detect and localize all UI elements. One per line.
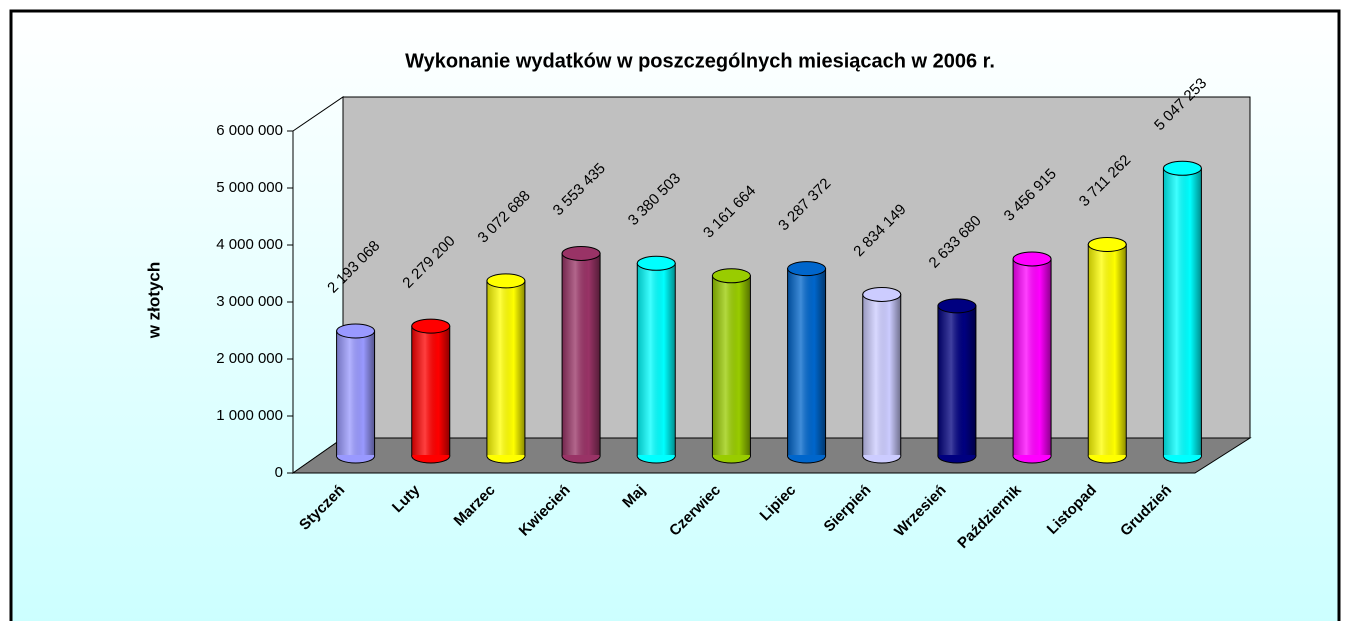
bar-top bbox=[787, 261, 827, 277]
bar-shade bbox=[411, 326, 450, 456]
bar-top bbox=[1012, 251, 1052, 267]
bar-shade bbox=[562, 253, 601, 456]
bar-cover bbox=[712, 455, 750, 457]
bar-top bbox=[711, 268, 751, 284]
bar-cover bbox=[788, 455, 826, 457]
y-tick-label: 6 000 000 bbox=[216, 122, 283, 139]
y-tick-label: 3 000 000 bbox=[216, 293, 283, 310]
bar-cover bbox=[1013, 455, 1051, 457]
bar-shade bbox=[787, 268, 826, 456]
bar-cover bbox=[412, 455, 450, 457]
bar-cover bbox=[1088, 455, 1126, 457]
bar-top bbox=[561, 245, 601, 261]
bar-cover bbox=[1163, 455, 1201, 457]
chart-title: Wykonanie wydatków w poszczególnych mies… bbox=[405, 50, 995, 72]
bar-top bbox=[486, 273, 526, 289]
y-tick-label: 5 000 000 bbox=[216, 179, 283, 196]
y-axis-label: w złotych bbox=[144, 262, 163, 340]
bar-cover bbox=[337, 455, 375, 457]
bar-top bbox=[862, 286, 902, 302]
y-tick-label: 1 000 000 bbox=[216, 407, 283, 424]
bar-cover bbox=[637, 455, 675, 457]
bar-shade bbox=[486, 280, 525, 456]
bar-cover bbox=[562, 455, 600, 457]
bar-cover bbox=[938, 455, 976, 457]
bar-top bbox=[1162, 160, 1202, 176]
bar-top bbox=[1087, 236, 1127, 252]
bar-top bbox=[411, 318, 451, 334]
bar-shade bbox=[336, 330, 375, 456]
bar-shade bbox=[637, 263, 676, 456]
bar-shade bbox=[1163, 168, 1202, 456]
bar-cover bbox=[487, 455, 525, 457]
bar-shade bbox=[1013, 258, 1052, 456]
bar-shade bbox=[712, 275, 751, 456]
bar-top bbox=[336, 323, 376, 339]
bar-top bbox=[937, 298, 977, 314]
bar-top bbox=[636, 255, 676, 271]
bar-shade bbox=[862, 294, 901, 456]
bar-cover bbox=[863, 455, 901, 457]
y-tick-label: 2 000 000 bbox=[216, 350, 283, 367]
bar-shade bbox=[1088, 244, 1127, 456]
y-tick-label: 4 000 000 bbox=[216, 236, 283, 253]
y-tick-label: 0 bbox=[275, 464, 283, 481]
bar-shade bbox=[937, 305, 976, 456]
